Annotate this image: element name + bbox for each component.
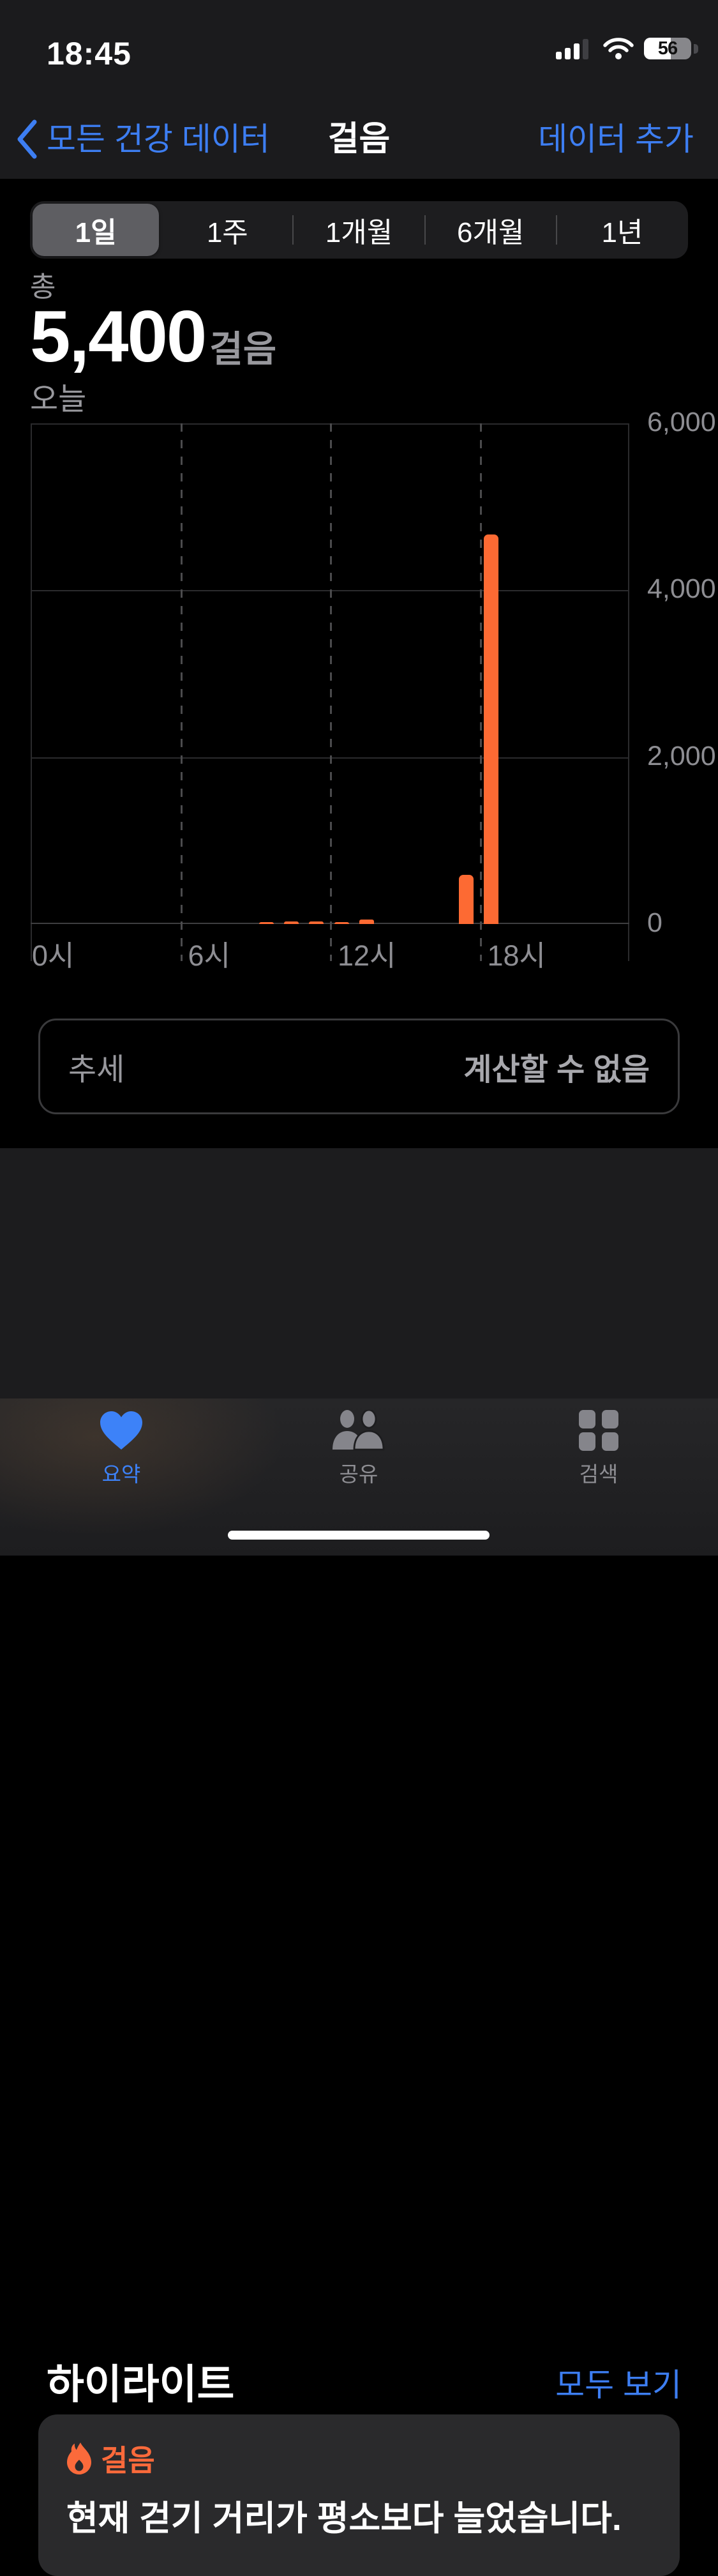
y-axis-tick-label: 2,000 <box>647 740 716 771</box>
highlight-message: 현재 걷기 거리가 평소보다 늘었습니다. <box>66 2499 622 2538</box>
segment-1주[interactable]: 1주 <box>164 204 290 256</box>
flame-icon <box>67 2443 91 2474</box>
tab-bar: 요약 공유 검색 <box>0 1398 718 1556</box>
grid-icon <box>579 1410 618 1451</box>
status-icons: 56 <box>556 37 698 60</box>
tab-browse[interactable]: 검색 <box>522 1410 675 1488</box>
battery-cap <box>694 43 698 54</box>
see-all-link[interactable]: 모두 보기 <box>555 2367 682 2403</box>
back-button[interactable]: 모든 건강 데이터 <box>16 114 270 165</box>
page-title: 걸음 <box>327 120 391 158</box>
bar-hour-12[interactable] <box>334 922 349 924</box>
home-indicator[interactable] <box>228 1531 490 1540</box>
tab-sharing-label: 공유 <box>339 1462 378 1486</box>
segment-6개월[interactable]: 6개월 <box>424 204 554 256</box>
trend-label: 추세 <box>68 1053 125 1087</box>
bar-hour-9[interactable] <box>259 922 274 924</box>
segment-1개월[interactable]: 1개월 <box>292 204 422 256</box>
status-time: 18:45 <box>47 36 131 72</box>
battery-fill <box>644 38 671 59</box>
add-data-button[interactable]: 데이터 추가 <box>538 121 694 157</box>
cellular-signal-icon <box>556 39 588 59</box>
segment-1년[interactable]: 1년 <box>555 204 685 256</box>
gridline-x-6h <box>180 423 183 961</box>
gridline-x-12h <box>330 423 332 961</box>
tab-summary[interactable]: 요약 <box>45 1410 198 1488</box>
highlights-title: 하이라이트 <box>47 2361 235 2407</box>
bar-hour-17[interactable] <box>458 874 474 924</box>
y-axis-tick-label: 6,000 <box>647 407 716 437</box>
tab-sharing[interactable]: 공유 <box>282 1410 435 1488</box>
highlight-card[interactable]: 걸음 현재 걷기 거리가 평소보다 늘었습니다. <box>38 2414 680 2576</box>
bar-hour-18[interactable] <box>484 534 498 924</box>
chart-frame-right <box>628 423 629 961</box>
period-label: 오늘 <box>30 383 87 416</box>
people-icon <box>333 1410 385 1451</box>
time-range-segmented-control: 1일 1주 1개월 6개월 1년 <box>30 201 688 259</box>
heart-icon <box>100 1411 142 1450</box>
back-button-label: 모든 건강 데이터 <box>47 121 270 157</box>
tab-summary-label: 요약 <box>101 1462 141 1486</box>
trend-value: 계산할 수 없음 <box>463 1053 650 1087</box>
bar-hour-13[interactable] <box>359 920 374 924</box>
chart-frame-left <box>31 423 32 961</box>
bar-hour-11[interactable] <box>309 921 324 924</box>
gridline-x-18h <box>479 423 482 961</box>
x-axis-tick-label: 18시 <box>487 939 546 972</box>
trend-card[interactable]: 추세 계산할 수 없음 <box>38 1019 680 1114</box>
x-axis-tick-label: 6시 <box>188 939 230 972</box>
y-axis-tick-label: 4,000 <box>647 573 716 605</box>
header: 18:45 56 모든 건강 데이터 걸음 데이터 추가 <box>0 0 718 179</box>
battery-icon: 56 <box>644 38 691 59</box>
segment-1일[interactable]: 1일 <box>33 204 160 256</box>
battery-percent: 56 <box>657 38 678 59</box>
back-chevron-icon <box>17 119 37 159</box>
highlight-category-label: 걸음 <box>101 2444 155 2477</box>
highlight-category-row: 걸음 <box>66 2437 652 2480</box>
tab-browse-label: 검색 <box>579 1462 618 1486</box>
total-value-row: 5,400 걸음 <box>30 295 276 379</box>
x-axis-tick-label: 12시 <box>338 939 396 972</box>
bar-hour-10[interactable] <box>284 921 299 924</box>
steps-bar-chart[interactable]: 0 2,000 4,000 6,000 0시 6시 12시 18시 <box>31 407 716 972</box>
y-axis-tick-label: 0 <box>647 907 662 938</box>
total-steps-value: 5,400 <box>30 296 207 377</box>
x-axis-tick-label: 0시 <box>32 939 75 972</box>
wifi-icon <box>603 38 634 59</box>
nav-bar: 모든 건강 데이터 걸음 데이터 추가 <box>0 114 718 165</box>
total-steps-unit: 걸음 <box>209 329 277 370</box>
total-label: 총 <box>30 271 56 303</box>
